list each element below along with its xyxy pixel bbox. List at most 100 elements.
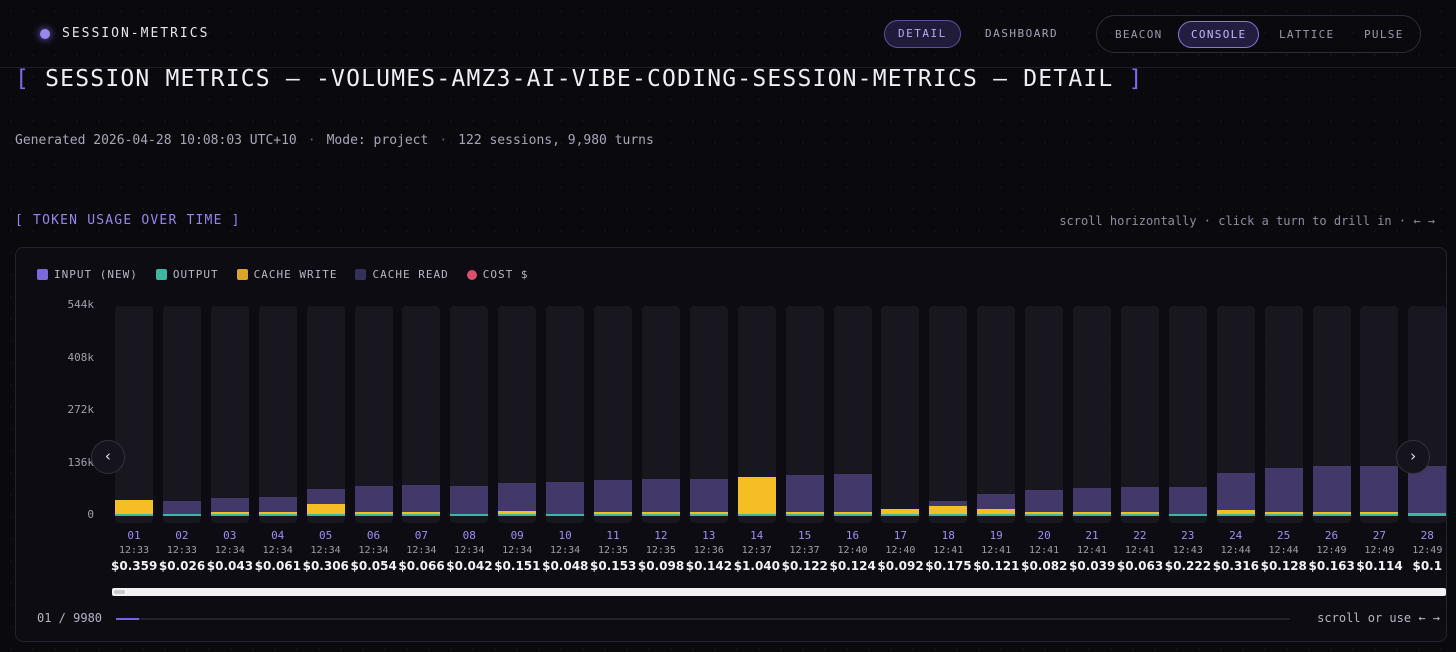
turn-bar[interactable] xyxy=(162,306,201,523)
bar-segment-output xyxy=(929,514,968,516)
legend-item-output[interactable]: OUTPUT xyxy=(155,268,219,281)
theme-pulse-button[interactable]: PULSE xyxy=(1364,28,1404,41)
chart-legend: INPUT (NEW) OUTPUT CACHE WRITE CACHE REA… xyxy=(37,268,528,281)
legend-item-input[interactable]: INPUT (NEW) xyxy=(37,268,138,281)
theme-console-button[interactable]: CONSOLE xyxy=(1178,21,1260,48)
bar-segment-output xyxy=(402,514,441,516)
turn-bar[interactable] xyxy=(115,306,153,523)
title-close-bracket: ] xyxy=(1128,66,1144,92)
turn-bar[interactable] xyxy=(354,306,393,523)
turn-cost-label: $0.043 xyxy=(206,559,254,573)
turn-number-label[interactable]: 20 xyxy=(1037,529,1051,542)
turn-bar[interactable] xyxy=(641,306,680,523)
turn-number-label[interactable]: 05 xyxy=(318,529,333,542)
turn-number-label[interactable]: 25 xyxy=(1276,529,1291,542)
turn-number-label[interactable]: 15 xyxy=(797,529,812,542)
y-axis-tick: 544k xyxy=(67,298,95,311)
turn-bar[interactable] xyxy=(785,306,824,523)
turn-number-label[interactable]: 13 xyxy=(702,529,716,542)
turn-bar[interactable] xyxy=(1264,306,1303,523)
turn-bar[interactable] xyxy=(929,306,968,523)
turn-number-label[interactable]: 01 xyxy=(127,529,141,542)
turn-bar[interactable] xyxy=(210,306,249,523)
turn-bar[interactable] xyxy=(1120,306,1159,523)
turn-number-label[interactable]: 06 xyxy=(366,529,381,542)
turn-time-label: 12:44 xyxy=(1220,545,1251,556)
turn-number-label[interactable]: 14 xyxy=(750,529,764,542)
turn-number-label[interactable]: 09 xyxy=(510,529,524,542)
bar-segment-cache-read xyxy=(785,474,824,512)
turn-number-label[interactable]: 23 xyxy=(1181,529,1195,542)
turn-number-label[interactable]: 10 xyxy=(558,529,572,542)
tab-detail[interactable]: DETAIL xyxy=(884,20,961,48)
turn-number-label[interactable]: 04 xyxy=(271,529,285,542)
turn-cost-label: $0.082 xyxy=(1021,559,1068,573)
turn-number-label[interactable]: 08 xyxy=(462,529,476,542)
turn-progress-track[interactable] xyxy=(116,618,1290,620)
turn-bar[interactable] xyxy=(402,306,441,523)
turn-bar[interactable] xyxy=(1025,306,1064,523)
horizontal-scrollbar[interactable] xyxy=(112,588,1446,596)
turn-number-label[interactable]: 28 xyxy=(1420,529,1434,542)
turn-number-label[interactable]: 02 xyxy=(175,529,189,542)
turn-bar[interactable] xyxy=(1312,306,1351,523)
chevron-left-icon: ‹ xyxy=(103,447,113,465)
bar-segment-output xyxy=(1073,514,1111,516)
turn-number-label[interactable]: 21 xyxy=(1085,529,1099,542)
turn-number-label[interactable]: 12 xyxy=(654,529,668,542)
legend-item-cache-write[interactable]: CACHE WRITE xyxy=(236,268,338,281)
legend-item-cache-read[interactable]: CACHE READ xyxy=(355,268,448,281)
scrollbar-thumb[interactable] xyxy=(114,590,125,594)
turn-bar[interactable] xyxy=(737,306,776,523)
turn-bar[interactable] xyxy=(546,306,585,523)
turn-bar[interactable] xyxy=(1073,306,1111,523)
mode-label: Mode: project xyxy=(326,133,429,148)
turn-time-label: 12:34 xyxy=(262,545,293,556)
bar-segment-cache-read xyxy=(402,484,441,512)
turn-bar[interactable] xyxy=(594,306,632,523)
meta-separator: · xyxy=(307,133,316,148)
turn-number-label[interactable]: 19 xyxy=(989,529,1003,542)
turn-bar[interactable] xyxy=(450,306,489,523)
title-text: SESSION METRICS — -VOLUMES-AMZ3-AI-VIBE-… xyxy=(45,66,1114,92)
stacked-bar-plot[interactable]: 544k 408k 272k 136k 0 01 12:33 $0.359 02 12:33 $0.… xyxy=(16,248,1446,641)
turn-number-label[interactable]: 24 xyxy=(1229,529,1243,542)
tab-dashboard[interactable]: DASHBOARD xyxy=(985,27,1059,40)
turn-cost-label: $0.026 xyxy=(158,559,206,573)
theme-lattice-button[interactable]: LATTICE xyxy=(1279,28,1335,41)
turn-number-label[interactable]: 17 xyxy=(893,529,908,542)
turn-bar[interactable] xyxy=(258,306,297,523)
brand[interactable]: SESSION-METRICS xyxy=(40,26,209,41)
top-navigation-bar: SESSION-METRICS DETAIL DASHBOARD BEACON … xyxy=(0,0,1456,68)
turn-time-label: 12:40 xyxy=(885,545,916,556)
turn-number-label[interactable]: 03 xyxy=(223,529,237,542)
scroll-left-button[interactable]: ‹ xyxy=(91,440,125,474)
y-axis-tick: 0 xyxy=(87,508,94,521)
bar-segment-cache-write xyxy=(977,509,1016,514)
bar-segment-output xyxy=(498,514,537,516)
turn-bar[interactable] xyxy=(977,306,1016,523)
turn-bar[interactable] xyxy=(1168,306,1207,523)
turn-number-label[interactable]: 26 xyxy=(1324,529,1339,542)
turn-time-label: 12:41 xyxy=(981,545,1012,556)
turn-bar[interactable] xyxy=(1216,306,1255,523)
turn-bar[interactable] xyxy=(689,306,728,523)
turn-number-label[interactable]: 22 xyxy=(1133,529,1147,542)
turn-number-label[interactable]: 18 xyxy=(941,529,955,542)
turn-bar[interactable] xyxy=(1408,306,1446,523)
turn-number-label[interactable]: 11 xyxy=(606,529,620,542)
turn-bar[interactable] xyxy=(498,306,537,523)
turn-bar[interactable] xyxy=(1360,306,1399,523)
theme-beacon-button[interactable]: BEACON xyxy=(1115,28,1163,41)
legend-item-cost[interactable]: COST $ xyxy=(466,268,529,281)
bar-segment-cache-read xyxy=(689,478,728,512)
turn-bar[interactable] xyxy=(306,306,345,523)
bar-segment-cache-write xyxy=(115,500,153,514)
turn-bar[interactable] xyxy=(833,306,872,523)
turn-bar[interactable] xyxy=(881,306,920,523)
bar-segment-cache-write xyxy=(737,477,776,514)
turn-number-label[interactable]: 16 xyxy=(845,529,860,542)
turn-number-label[interactable]: 07 xyxy=(414,529,429,542)
scroll-right-button[interactable]: › xyxy=(1396,440,1430,474)
turn-number-label[interactable]: 27 xyxy=(1372,529,1387,542)
